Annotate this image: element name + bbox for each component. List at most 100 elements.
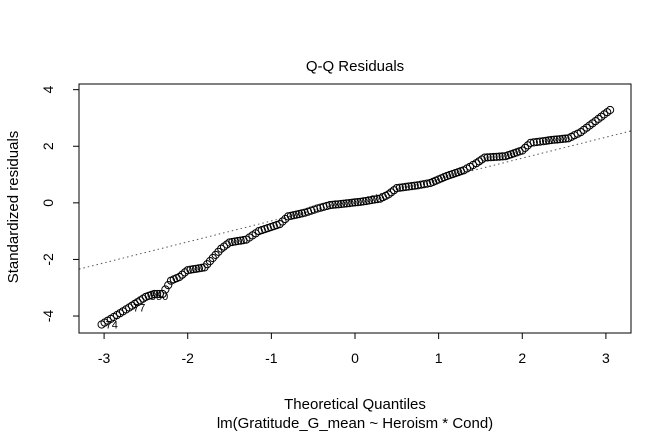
y-axis: -4 -2 0 2 4 <box>40 86 80 323</box>
qq-point <box>539 137 548 146</box>
qq-point <box>339 199 348 208</box>
qq-point <box>359 197 368 206</box>
qq-point <box>295 209 304 219</box>
qq-point <box>217 244 226 253</box>
qq-point <box>547 135 556 145</box>
point-labels: 74 77 550 <box>106 291 169 331</box>
x-tick-label: -3 <box>98 350 111 366</box>
qq-point <box>331 200 340 209</box>
qq-point <box>175 272 184 282</box>
x-axis-label: Theoretical Quantiles <box>284 396 426 413</box>
qq-point <box>189 265 198 274</box>
chart-subtitle: lm(Gratitude_G_mean ~ Heroism * Cond) <box>217 415 493 432</box>
qq-point <box>553 135 562 144</box>
qq-point <box>392 184 401 193</box>
qq-point <box>345 199 354 208</box>
qq-point <box>233 236 242 246</box>
y-axis-label: Standardized residuals <box>5 131 22 284</box>
qq-point <box>153 289 162 299</box>
qq-point <box>410 181 419 190</box>
qq-point <box>401 182 410 191</box>
qq-point <box>370 195 379 204</box>
qq-point <box>161 285 170 294</box>
x-axis: -3 -2 -1 0 1 2 3 <box>98 332 610 366</box>
qq-point <box>348 198 357 207</box>
qq-point <box>544 136 553 145</box>
qq-point <box>275 220 284 229</box>
qq-point <box>337 199 346 209</box>
qq-point <box>483 153 492 162</box>
qq-point <box>289 211 298 220</box>
qq-point <box>319 202 328 211</box>
qq-point <box>489 152 498 162</box>
qq-point <box>384 190 393 199</box>
qq-point <box>158 289 167 299</box>
qq-point <box>597 112 606 121</box>
x-tick-label: 3 <box>602 350 610 366</box>
y-tick-label: 0 <box>40 199 56 207</box>
qq-point <box>228 237 237 247</box>
qq-point <box>178 270 187 279</box>
qq-point <box>518 146 527 155</box>
qq-point <box>416 180 425 189</box>
chart-title: Q-Q Residuals <box>306 58 404 75</box>
x-tick-label: 1 <box>435 350 443 366</box>
data-points <box>97 105 615 329</box>
qq-point <box>535 137 545 146</box>
qq-point <box>423 179 432 188</box>
point-label: 550 <box>150 291 168 303</box>
qq-point <box>353 198 362 207</box>
qq-point <box>322 201 331 211</box>
qq-point <box>325 201 334 210</box>
qq-point <box>342 199 351 208</box>
qq-point <box>284 212 293 221</box>
qq-point <box>373 195 382 204</box>
qq-point <box>194 264 203 273</box>
qq-point <box>407 182 416 191</box>
qq-point <box>555 135 565 144</box>
qq-point <box>150 289 159 299</box>
qq-point <box>362 196 371 206</box>
qq-point <box>387 188 396 197</box>
qq-point <box>480 153 489 162</box>
y-tick-label: -2 <box>40 253 56 266</box>
qq-point <box>328 200 337 209</box>
qq-point <box>155 289 164 299</box>
qq-point <box>219 242 229 251</box>
qq-point <box>550 135 559 144</box>
qq-point <box>475 157 484 166</box>
x-tick-label: -1 <box>265 350 278 366</box>
qq-point <box>334 200 343 209</box>
x-tick-label: 0 <box>351 350 359 366</box>
qq-point <box>313 204 322 213</box>
qq-point <box>561 134 570 143</box>
qq-point <box>521 143 530 152</box>
qq-point <box>529 138 538 147</box>
qq-point <box>236 236 245 245</box>
qq-point <box>526 138 535 147</box>
qq-point <box>606 105 615 115</box>
qq-point <box>286 211 295 220</box>
qq-point <box>558 134 567 143</box>
point-label: 74 <box>106 320 118 332</box>
qq-point <box>413 181 422 190</box>
qq-point <box>186 265 195 274</box>
qq-point <box>532 137 542 147</box>
qq-point <box>367 195 376 205</box>
qq-point <box>395 183 404 192</box>
point-label: 77 <box>133 303 145 315</box>
qq-point <box>225 238 234 247</box>
qq-point <box>316 203 325 212</box>
qq-point <box>492 152 501 161</box>
qq-point <box>398 183 407 192</box>
y-tick-label: 4 <box>40 86 56 94</box>
qq-point <box>541 136 551 145</box>
qq-point <box>192 264 201 273</box>
qq-point <box>183 266 192 275</box>
x-tick-label: -2 <box>182 350 195 366</box>
qq-point <box>364 196 373 205</box>
y-tick-label: -4 <box>40 310 56 323</box>
qq-point <box>164 281 173 290</box>
y-tick-label: 2 <box>40 142 56 150</box>
